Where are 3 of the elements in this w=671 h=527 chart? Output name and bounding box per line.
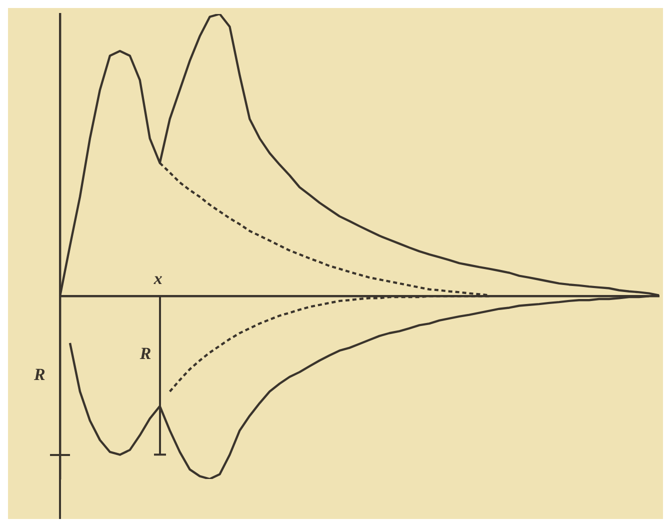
annotation: R <box>140 344 152 364</box>
annotation: x <box>154 269 162 288</box>
text: R <box>34 365 46 384</box>
